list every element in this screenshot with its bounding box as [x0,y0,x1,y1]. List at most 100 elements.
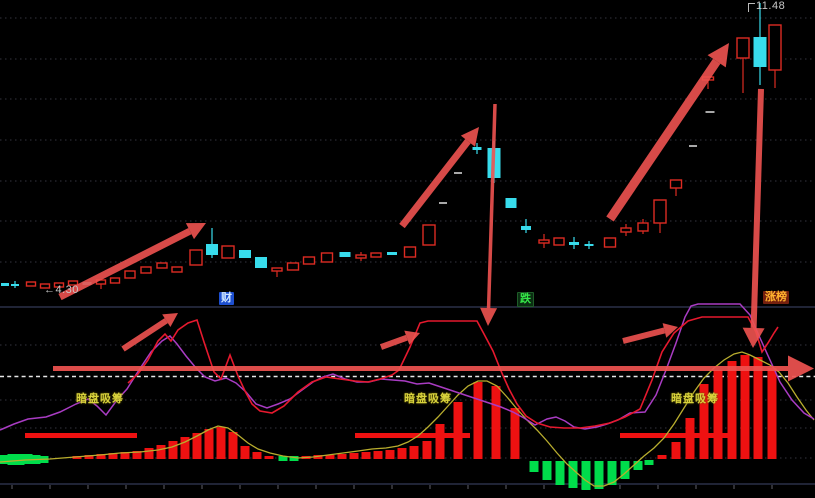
accumulation-band [620,433,732,438]
histogram-bar [289,456,299,461]
trend-arrowhead-icon [162,313,178,327]
candle-up [302,256,316,265]
trend-arrow-shaft [750,88,764,329]
trend-arrow-shaft [399,139,471,229]
accumulation-band [25,433,137,438]
histogram-bar [313,455,323,459]
histogram-bar [555,461,565,485]
histogram-bar [453,402,463,459]
histogram-bar [422,441,432,459]
histogram-bar [252,452,262,459]
histogram-bar [361,452,371,459]
trend-arrowhead-icon [662,323,678,338]
histogram-bar [84,455,94,459]
candle-neutral [689,145,697,147]
histogram-bar [278,456,288,461]
histogram-bar [542,461,552,480]
histogram-bar [216,427,226,459]
candle-up [189,249,203,266]
histogram-bar [264,456,274,459]
trend-arrowhead-icon [185,223,206,240]
candle-up [156,262,168,269]
histogram-bar [180,437,190,459]
histogram-bar [435,424,445,459]
candle-down [521,226,531,230]
candle-up [370,252,382,258]
candle-neutral [705,111,715,113]
purple-indicator-line [0,303,815,431]
candle-down [753,37,767,67]
candle-up [538,239,550,244]
high-price-label: 11.48 [748,1,785,12]
trend-arrow-shaft [622,327,666,344]
histogram-bar [581,461,591,490]
candle-up [221,245,235,259]
candle-down [339,252,351,257]
candle-up [39,283,51,289]
candle-down [505,198,517,208]
badge-cai: 财 [219,292,234,305]
candle-up [53,282,65,288]
histogram-bar [671,442,681,459]
histogram-bar [568,461,578,488]
histogram-bar [633,461,643,470]
histogram-bar [594,461,604,489]
candle-neutral [439,202,447,204]
histogram-bar [607,461,617,485]
histogram-bar [120,452,130,459]
histogram-bar [108,453,118,459]
histogram-bar [0,455,9,464]
accumulation-label-3: 暗盘吸筹 [671,393,719,405]
trend-arrowhead-icon [742,327,765,348]
histogram-bar [473,382,483,459]
candle-down [1,283,9,286]
candle-up [355,254,367,259]
histogram-bar [132,451,142,459]
histogram-bar [727,361,737,459]
badge-zhangbang: 涨榜 [763,291,789,304]
accumulation-band [355,433,470,438]
trend-arrow-shaft [58,228,192,301]
histogram-bar [397,448,407,459]
histogram-bar [644,460,654,465]
histogram-bar [767,368,777,459]
candle-up [637,222,649,232]
histogram-bar [337,454,347,459]
candle-down [239,250,251,258]
histogram-bar [23,454,33,464]
histogram-bar [325,455,335,459]
candle-neutral [454,172,462,174]
trend-arrowhead-icon [404,330,420,345]
yellow-ma-line [0,351,815,487]
candle-up [109,277,121,284]
histogram-bar [620,461,630,479]
histogram-bar [228,432,238,459]
histogram-bar [72,456,82,459]
histogram-bar [685,418,695,459]
histogram-bar [15,454,25,465]
trend-arrow-shaft [486,103,497,309]
candle-down [11,284,19,286]
histogram-bar [510,408,520,459]
histogram-bar [144,448,154,459]
candle-up [171,266,183,273]
candle-up [67,280,79,286]
histogram-bar [529,461,539,472]
candle-down [569,242,579,245]
red-indicator-line [127,316,779,429]
histogram-bar [192,433,202,459]
candle-up [320,252,334,263]
histogram-bar [699,384,709,459]
histogram-bar [204,429,214,459]
candle-up [403,246,417,258]
histogram-bar [349,453,359,459]
candle-down [387,252,397,255]
high-price-marker-icon [748,3,755,12]
candle-up [768,24,782,71]
baseline-arrowhead-icon [788,355,814,382]
candle-down [584,244,594,246]
histogram-bar [491,386,501,459]
candle-up [736,37,750,59]
